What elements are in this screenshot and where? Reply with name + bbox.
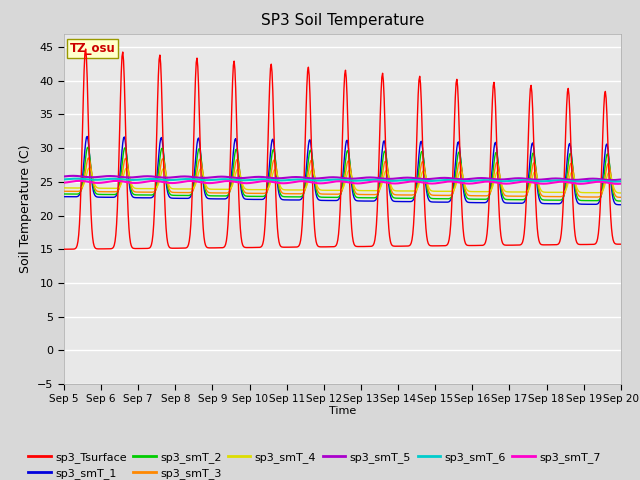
sp3_smT_2 <box>483 196 491 202</box>
sp3_smT_7 <box>545 180 553 186</box>
sp3_smT_5 <box>69 173 77 179</box>
sp3_smT_2 <box>60 191 68 197</box>
sp3_smT_1 <box>60 194 68 200</box>
sp3_smT_2 <box>545 197 553 203</box>
sp3_smT_5 <box>302 175 310 181</box>
sp3_smT_5 <box>483 176 491 181</box>
sp3_Tsurface <box>205 245 213 251</box>
sp3_smT_1 <box>618 202 625 208</box>
sp3_smT_6 <box>614 179 621 184</box>
sp3_Tsurface <box>82 46 90 52</box>
Line: sp3_Tsurface: sp3_Tsurface <box>64 49 621 249</box>
sp3_Tsurface <box>302 107 310 113</box>
sp3_smT_5 <box>614 177 621 183</box>
sp3_smT_2 <box>618 198 625 204</box>
sp3_smT_4 <box>182 186 189 192</box>
Line: sp3_smT_5: sp3_smT_5 <box>64 176 621 180</box>
Line: sp3_smT_7: sp3_smT_7 <box>64 181 621 184</box>
sp3_smT_7 <box>60 180 68 186</box>
sp3_smT_6 <box>611 179 618 185</box>
sp3_smT_3 <box>483 193 491 199</box>
Line: sp3_smT_4: sp3_smT_4 <box>64 168 621 193</box>
sp3_smT_3 <box>618 194 625 200</box>
Legend: sp3_Tsurface, sp3_smT_1, sp3_smT_2, sp3_smT_3, sp3_smT_4, sp3_smT_5, sp3_smT_6, : sp3_Tsurface, sp3_smT_1, sp3_smT_2, sp3_… <box>24 447 605 480</box>
sp3_smT_4 <box>613 190 621 195</box>
sp3_Tsurface <box>618 241 625 247</box>
sp3_smT_5 <box>608 177 616 183</box>
Title: SP3 Soil Temperature: SP3 Soil Temperature <box>260 13 424 28</box>
Line: sp3_smT_6: sp3_smT_6 <box>64 179 621 182</box>
sp3_smT_5 <box>60 174 68 180</box>
sp3_smT_7 <box>182 179 189 184</box>
Line: sp3_smT_2: sp3_smT_2 <box>64 147 621 201</box>
sp3_smT_6 <box>60 177 68 182</box>
sp3_smT_6 <box>72 176 80 181</box>
sp3_smT_2 <box>302 179 310 184</box>
sp3_smT_5 <box>618 177 625 182</box>
sp3_smT_4 <box>618 190 625 196</box>
sp3_smT_2 <box>182 192 189 198</box>
sp3_smT_6 <box>545 178 553 184</box>
sp3_smT_1 <box>302 169 310 175</box>
X-axis label: Time: Time <box>329 406 356 416</box>
sp3_smT_1 <box>205 196 213 202</box>
sp3_smT_4 <box>205 186 213 192</box>
sp3_smT_6 <box>483 177 491 183</box>
sp3_Tsurface <box>60 246 68 252</box>
sp3_smT_1 <box>545 201 553 206</box>
sp3_Tsurface <box>545 242 553 248</box>
sp3_smT_7 <box>76 178 83 184</box>
sp3_smT_7 <box>618 181 625 187</box>
sp3_smT_3 <box>545 194 553 200</box>
sp3_smT_4 <box>60 185 68 191</box>
sp3_smT_3 <box>205 190 213 195</box>
sp3_smT_6 <box>182 176 189 182</box>
sp3_smT_3 <box>85 155 93 161</box>
sp3_Tsurface <box>483 231 491 237</box>
sp3_smT_2 <box>613 198 621 204</box>
sp3_smT_1 <box>483 199 491 204</box>
sp3_smT_1 <box>83 133 91 139</box>
Text: TZ_osu: TZ_osu <box>70 42 115 55</box>
sp3_smT_1 <box>182 195 189 201</box>
sp3_smT_4 <box>545 190 553 195</box>
sp3_smT_4 <box>302 184 310 190</box>
sp3_smT_5 <box>545 176 553 182</box>
sp3_smT_2 <box>84 144 92 150</box>
sp3_smT_6 <box>618 179 625 184</box>
sp3_smT_1 <box>613 202 621 207</box>
sp3_smT_3 <box>613 194 621 200</box>
sp3_smT_7 <box>302 179 310 184</box>
Y-axis label: Soil Temperature (C): Soil Temperature (C) <box>19 144 31 273</box>
sp3_smT_3 <box>302 184 310 190</box>
sp3_smT_2 <box>205 193 213 199</box>
sp3_smT_3 <box>182 190 189 195</box>
sp3_smT_4 <box>483 189 491 194</box>
sp3_smT_7 <box>613 181 621 187</box>
sp3_smT_7 <box>205 180 213 186</box>
sp3_smT_4 <box>86 165 93 171</box>
sp3_smT_3 <box>60 188 68 194</box>
Line: sp3_smT_3: sp3_smT_3 <box>64 158 621 197</box>
sp3_smT_5 <box>205 175 213 180</box>
sp3_Tsurface <box>182 245 189 251</box>
sp3_smT_6 <box>205 177 213 183</box>
sp3_smT_7 <box>614 181 621 187</box>
sp3_Tsurface <box>613 241 621 247</box>
Line: sp3_smT_1: sp3_smT_1 <box>64 136 621 205</box>
sp3_smT_7 <box>483 179 491 184</box>
sp3_smT_6 <box>302 177 310 183</box>
sp3_smT_5 <box>182 174 189 180</box>
